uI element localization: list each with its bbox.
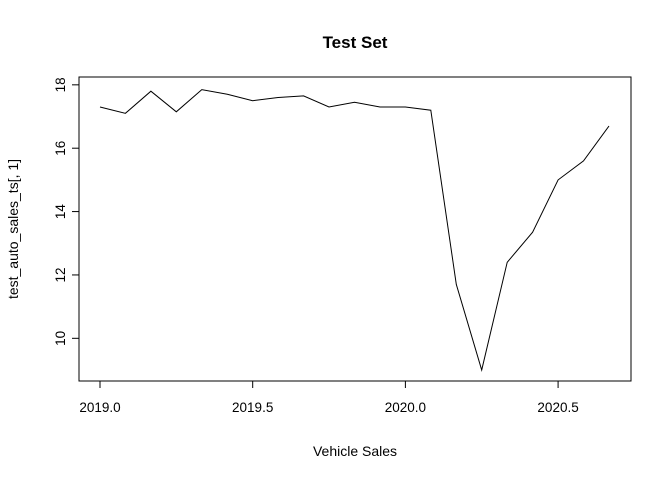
y-axis: 10 12 14 16 18 xyxy=(53,77,80,346)
y-tick-label: 12 xyxy=(53,267,68,282)
y-tick-label: 16 xyxy=(53,141,68,156)
plot-frame xyxy=(78,76,632,382)
chart-title: Test Set xyxy=(323,33,388,52)
x-tick-label: 2020.5 xyxy=(537,400,578,415)
y-tick-label: 18 xyxy=(53,77,68,92)
y-tick-label: 10 xyxy=(53,331,68,346)
y-tick-label: 14 xyxy=(53,204,68,220)
x-tick-label: 2019.0 xyxy=(79,400,120,415)
x-tick-label: 2019.5 xyxy=(232,400,273,415)
x-tick-label: 2020.0 xyxy=(385,400,426,415)
y-axis-label: test_auto_sales_ts[, 1] xyxy=(5,159,21,299)
x-axis: 2019.0 2019.5 2020.0 2020.5 xyxy=(79,380,579,415)
x-axis-label: Vehicle Sales xyxy=(313,443,397,459)
series-line xyxy=(99,89,610,372)
